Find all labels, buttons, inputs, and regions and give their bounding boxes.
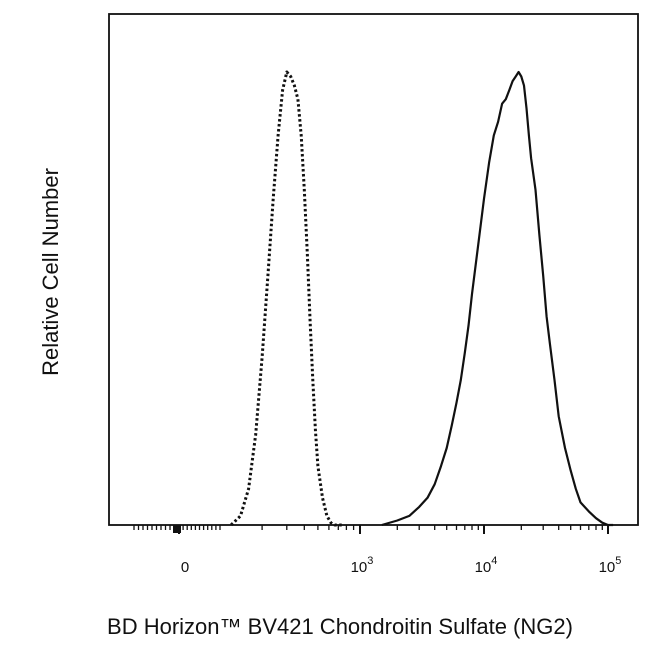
tick-exponent: 5 bbox=[615, 555, 621, 567]
histogram-series bbox=[230, 70, 614, 527]
x-tick-label: 103 bbox=[351, 555, 374, 576]
x-tick-label: 104 bbox=[475, 555, 498, 576]
tick-exponent: 3 bbox=[367, 555, 373, 567]
series-stained-line bbox=[381, 70, 614, 527]
x-tick-label: 0 bbox=[181, 559, 189, 576]
tick-exponent: 4 bbox=[491, 555, 497, 567]
series-control-line bbox=[230, 70, 343, 527]
plot-frame bbox=[108, 13, 639, 526]
tick-base: 10 bbox=[351, 559, 368, 576]
x-tick-label: 105 bbox=[599, 555, 622, 576]
tick-base: 0 bbox=[181, 559, 189, 576]
tick-base: 10 bbox=[475, 559, 492, 576]
zero-tick-block bbox=[173, 525, 181, 533]
x-axis-tick-labels: 0 103 104 105 bbox=[181, 555, 622, 576]
x-axis-title: BD Horizon™ BV421 Chondroitin Sulfate (N… bbox=[107, 614, 573, 639]
y-axis-title: Relative Cell Number bbox=[38, 168, 63, 376]
tick-base: 10 bbox=[599, 559, 616, 576]
x-axis-ticks bbox=[133, 525, 609, 534]
